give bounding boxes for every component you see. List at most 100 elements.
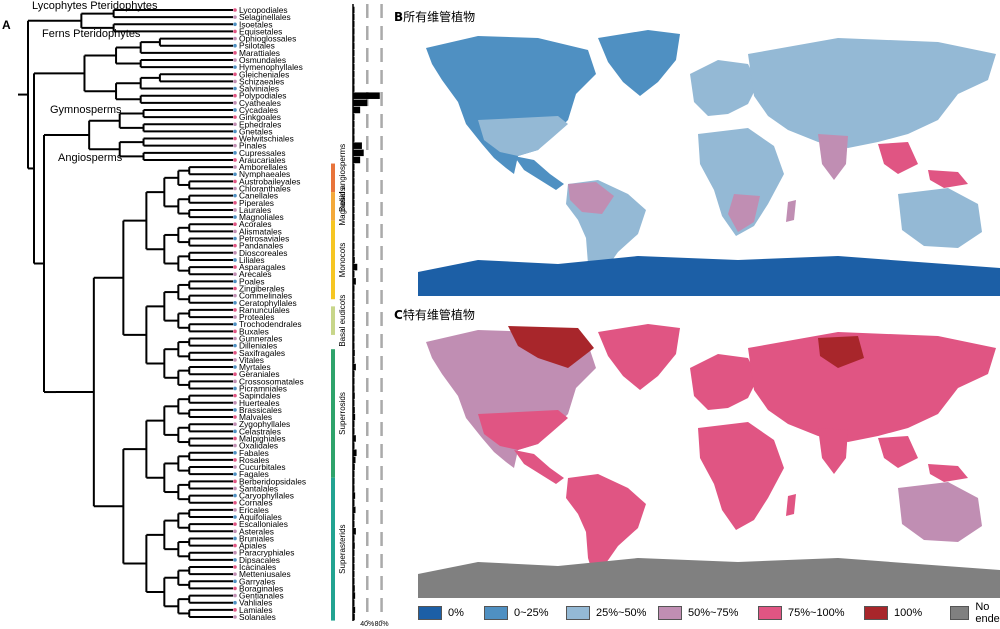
- map-c-europe: [690, 354, 758, 410]
- order-bar: [353, 163, 355, 171]
- map-c-landmasses: [418, 324, 1000, 598]
- order-label: Oxalidales: [239, 441, 278, 451]
- order-bar: [353, 613, 355, 621]
- order-bar: [353, 349, 355, 357]
- order-label: Cycadales: [239, 105, 278, 115]
- order-bar: [353, 113, 355, 121]
- order-label: Equisetales: [239, 26, 282, 36]
- order-label: Crossosomatales: [239, 376, 304, 386]
- order-label: Malpighiales: [239, 433, 286, 443]
- tip-dot: [233, 565, 237, 569]
- group-label-magnoliids: Magnoliids: [338, 187, 347, 225]
- order-bar: [353, 492, 356, 499]
- order-bar: [353, 206, 355, 214]
- tip-dot: [233, 515, 237, 519]
- tip-dot: [233, 393, 237, 398]
- order-bar: [353, 156, 361, 164]
- order-label: Selaginellales: [239, 12, 291, 22]
- order-label: Gnetales: [239, 126, 273, 136]
- order-bar: [353, 420, 355, 428]
- order-label: Cyatheales: [239, 98, 281, 108]
- tip-dot: [233, 479, 237, 484]
- order-bar: [353, 570, 355, 578]
- order-label: Canellales: [239, 191, 278, 201]
- map-b-central-america: [514, 156, 564, 190]
- order-bar: [353, 392, 355, 399]
- tip-dot: [233, 343, 237, 348]
- order-bar: [353, 506, 356, 514]
- map-legend: 0% 0~25% 25%~50% 50%~75% 75%~100% 100% No ende…: [418, 601, 1000, 625]
- legend-swatch: [418, 606, 442, 620]
- tip-dot: [233, 58, 237, 62]
- order-bar: [353, 49, 355, 57]
- order-bar: [353, 35, 355, 42]
- tip-dot: [233, 508, 237, 512]
- order-label: Marattiales: [239, 48, 280, 58]
- order-label: Fabales: [239, 448, 269, 458]
- map-c-asia: [748, 332, 996, 442]
- clade-label-angiosperms: Angiosperms: [58, 152, 123, 164]
- order-label: Berberidopsidales: [239, 476, 306, 486]
- tip-dot: [233, 593, 237, 598]
- order-bar: [353, 556, 355, 564]
- order-bar: [353, 592, 356, 599]
- group-bar-monocots: [331, 220, 335, 300]
- group-bar-superrosids: [331, 349, 335, 478]
- legend-item: No endemic: [950, 601, 1000, 625]
- map-b-africa: [698, 128, 784, 236]
- order-label: Trochodendrales: [239, 319, 302, 329]
- map-c-africa: [698, 422, 784, 530]
- group-bar-basal-eudicots: [331, 306, 335, 335]
- clade-label-lycophytes: Lycophytes Pteridophytes: [32, 0, 158, 12]
- order-label: Paracryphiales: [239, 548, 294, 558]
- tip-dot: [233, 608, 237, 612]
- order-label: Osmundales: [239, 55, 286, 65]
- tip-dot: [233, 493, 237, 498]
- tip-dot: [233, 143, 237, 148]
- order-label: Pandanales: [239, 241, 283, 251]
- order-label: Fagales: [239, 469, 269, 479]
- tip-dot: [233, 222, 237, 227]
- group-label-superrosids: Superrosids: [338, 392, 347, 435]
- map-c-siberia: [818, 336, 864, 368]
- tip-dot: [233, 29, 237, 34]
- order-bar: [353, 170, 355, 178]
- legend-item: 50%~75%: [658, 603, 738, 623]
- panel-b-letter: B: [394, 10, 404, 24]
- order-label: Metteniusales: [239, 569, 291, 579]
- order-bar: [353, 56, 355, 64]
- order-label: Boraginales: [239, 583, 283, 593]
- order-bar: [353, 106, 361, 114]
- order-bar: [353, 549, 355, 556]
- order-label: Aquifoliales: [239, 512, 282, 522]
- map-c-antarctica: [418, 558, 1000, 598]
- order-bar: [353, 399, 355, 407]
- order-label: Asparagales: [239, 262, 286, 272]
- order-bar: [353, 313, 355, 321]
- legend-item: 75%~100%: [758, 603, 845, 623]
- order-bar: [353, 306, 355, 314]
- phylogenetic-tree: Lycophytes Pteridophytes Ferns Pteridophy…: [18, 0, 389, 628]
- tip-dot: [233, 458, 237, 462]
- order-label: Icacinales: [239, 562, 276, 572]
- order-label: Ericales: [239, 505, 269, 515]
- legend-item: 25%~50%: [566, 603, 646, 623]
- legend-swatch: [484, 606, 508, 620]
- map-b-asia: [748, 38, 996, 148]
- tip-dot: [233, 8, 237, 12]
- map-c-usa: [478, 410, 568, 450]
- order-label: Ceratophyllales: [239, 298, 297, 308]
- order-bar: [353, 335, 355, 342]
- order-bar: [353, 21, 355, 28]
- order-label: Apiales: [239, 541, 266, 551]
- tip-dot: [233, 72, 237, 77]
- map-b-india: [818, 134, 848, 180]
- order-label: Saxifragales: [239, 348, 285, 358]
- order-bar: [353, 513, 355, 521]
- tip-dot: [233, 136, 237, 141]
- map-c-greenland: [598, 324, 680, 390]
- tip-dot: [233, 101, 237, 105]
- order-bar: [353, 499, 355, 507]
- tip-dot: [233, 529, 237, 534]
- map-c-southeast-asia: [878, 436, 918, 468]
